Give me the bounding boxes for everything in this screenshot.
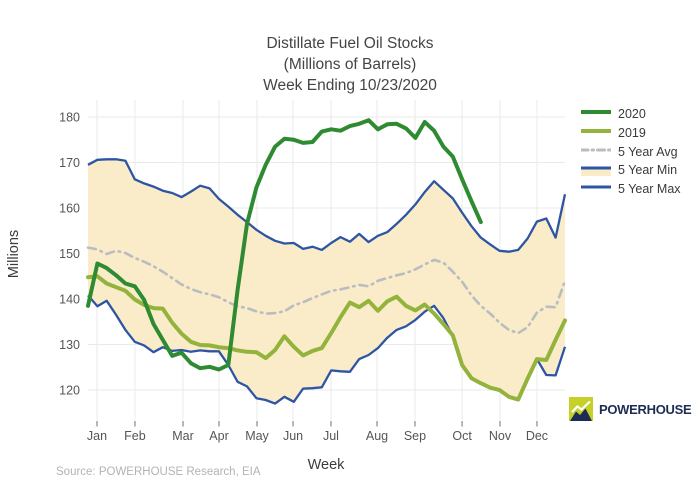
legend-item-2019[interactable]: 2019 [581, 124, 681, 143]
x-tick-label: Mar [172, 429, 194, 443]
powerhouse-logo: POWERHOUSE [569, 397, 692, 421]
line-2019 [86, 274, 567, 402]
legend: 2020 2019 5 Year Avg 5 Year Min 5 Year Max [581, 105, 681, 198]
y-tick-label: 140 [59, 293, 80, 307]
legend-swatch [581, 108, 611, 120]
x-tick-label: Jan [87, 429, 107, 443]
x-tick-label: Aug [366, 429, 388, 443]
legend-label: 2020 [618, 107, 646, 122]
chart-title: Distillate Fuel Oil Stocks (Millions of B… [0, 33, 700, 96]
legend-swatch [581, 183, 611, 195]
chart-title-line: (Millions of Barrels) [283, 56, 417, 73]
line-5-year-max [87, 158, 567, 253]
y-tick-label: 170 [59, 156, 80, 170]
legend-label: 5 Year Max [618, 182, 681, 197]
legend-label: 2019 [618, 126, 646, 141]
y-tick-label: 160 [59, 202, 80, 216]
powerhouse-logo-icon [569, 397, 593, 421]
powerhouse-logo-text: POWERHOUSE [599, 401, 692, 417]
legend-item-5-year-avg[interactable]: 5 Year Avg [581, 142, 681, 161]
x-tick-label: Feb [124, 429, 146, 443]
x-tick-label: Oct [452, 429, 472, 443]
y-tick-label: 180 [59, 111, 80, 125]
x-tick-label: Jun [283, 429, 303, 443]
y-tick-label: 130 [59, 338, 80, 352]
line-2020 [86, 118, 483, 372]
y-tick-label: 150 [59, 247, 80, 261]
legend-label: 5 Year Min [618, 163, 678, 178]
five-year-range-band [88, 159, 565, 404]
legend-swatch [581, 146, 611, 158]
x-tick-label: May [245, 429, 269, 443]
chart-title-line: Week Ending 10/23/2020 [263, 77, 437, 94]
legend-swatch [581, 164, 611, 177]
y-axis-title: Millions [6, 229, 22, 279]
line-5-year-avg [86, 246, 567, 335]
x-tick-label: Sep [404, 429, 426, 443]
legend-item-2020[interactable]: 2020 [581, 105, 681, 124]
legend-item-5-year-max[interactable]: 5 Year Max [581, 180, 681, 199]
legend-item-5-year-min[interactable]: 5 Year Min [581, 161, 681, 180]
x-tick-label: Jul [323, 429, 339, 443]
legend-swatch [581, 127, 611, 139]
chart-title-line: Distillate Fuel Oil Stocks [266, 35, 434, 52]
x-axis-title: Week [307, 457, 345, 473]
x-tick-label: Nov [489, 429, 512, 443]
x-tick-label: Apr [209, 429, 228, 443]
source-note: Source: POWERHOUSE Research, EIA [56, 466, 261, 478]
y-tick-label: 120 [59, 384, 80, 398]
legend-label: 5 Year Avg [618, 144, 678, 159]
plot-area[interactable] [88, 100, 565, 420]
x-tick-label: Dec [526, 429, 548, 443]
